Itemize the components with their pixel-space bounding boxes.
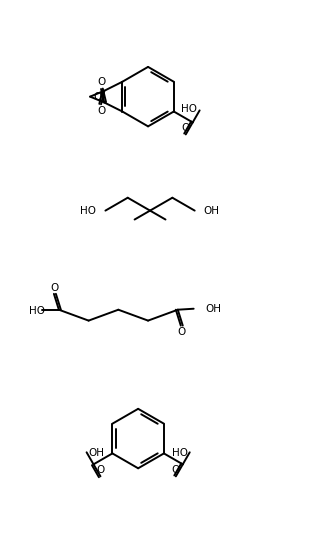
Text: O: O	[178, 326, 186, 336]
Text: O: O	[51, 283, 59, 293]
Text: O: O	[97, 77, 105, 87]
Text: OH: OH	[206, 304, 221, 314]
Text: HO: HO	[172, 448, 188, 458]
Text: O: O	[172, 465, 180, 475]
Text: O: O	[182, 123, 190, 133]
Text: O: O	[97, 106, 105, 116]
Text: HO: HO	[181, 105, 197, 115]
Text: O: O	[96, 465, 104, 475]
Text: HO: HO	[29, 306, 45, 316]
Text: OH: OH	[89, 448, 104, 458]
Text: O: O	[93, 92, 101, 102]
Text: HO: HO	[81, 206, 96, 216]
Text: OH: OH	[204, 206, 220, 216]
